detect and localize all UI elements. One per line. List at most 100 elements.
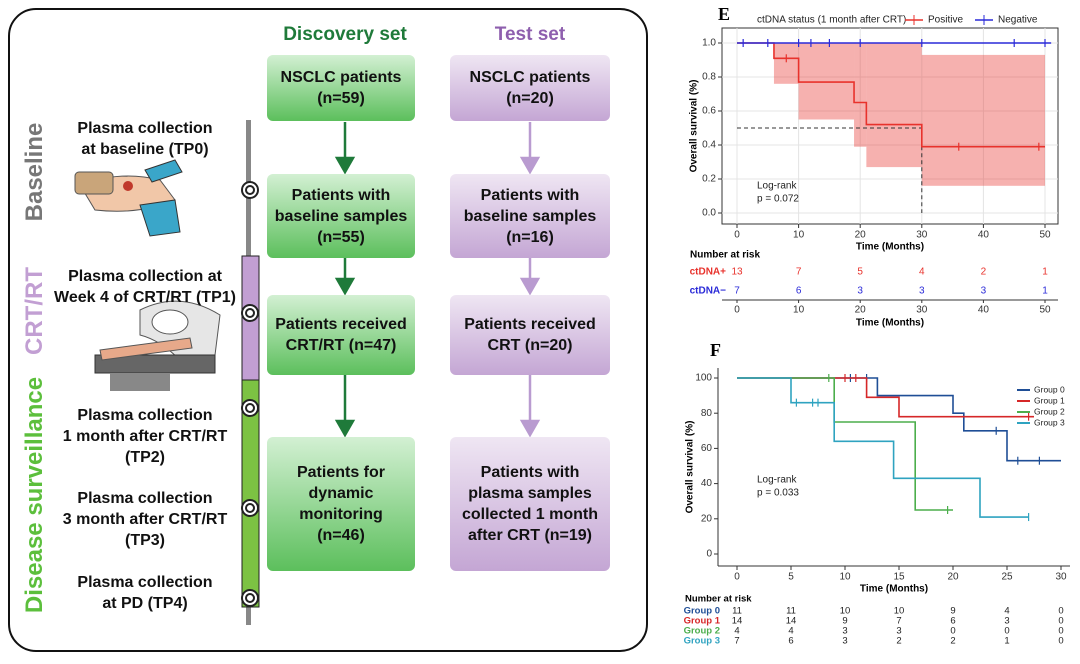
x-tick-label: 0 <box>734 572 740 583</box>
x-tick-label: 0 <box>734 230 740 241</box>
discovery-arrows <box>334 122 356 438</box>
flow-box: Patients for dynamic monitoring (n=46) <box>267 437 415 571</box>
y-tick-label: 20 <box>701 513 713 524</box>
x-tick-label: 10 <box>793 230 805 241</box>
ci-band <box>854 43 867 147</box>
x-tick-label: 50 <box>1039 230 1051 241</box>
risk-x-tick-label: 30 <box>916 305 928 316</box>
timepoint-label: Plasma collection at Week 4 of CRT/RT (T… <box>54 268 236 306</box>
y-tick-label: 0.8 <box>702 72 716 83</box>
x-axis-label: Time (Months) <box>860 584 928 595</box>
risk-value: 3 <box>857 286 863 297</box>
risk-value: 0 <box>950 626 955 637</box>
flowchart-frame <box>8 8 648 652</box>
risk-value: 6 <box>788 636 793 647</box>
risk-value: 14 <box>732 616 743 627</box>
plot-area <box>721 27 1059 225</box>
survival-curve <box>737 377 1029 518</box>
risk-title: Number at risk <box>690 250 760 261</box>
risk-row-label: Group 2 <box>684 626 720 637</box>
y-axis-label: Overall survival (%) <box>689 80 700 173</box>
blood-draw-icon <box>74 159 183 237</box>
y-tick-label: 40 <box>701 478 713 489</box>
risk-value: 5 <box>857 267 863 278</box>
timepoint-markers <box>241 181 259 607</box>
annotation: Log-rank <box>757 181 797 192</box>
risk-value: 2 <box>950 636 955 647</box>
panel-letter: F <box>710 340 721 360</box>
test-arrows <box>519 122 541 438</box>
flow-box: Patients received CRT/RT (n=47) <box>267 295 415 375</box>
risk-value: 7 <box>796 267 802 278</box>
x-tick-label: 20 <box>947 572 959 583</box>
x-tick-label: 10 <box>839 572 851 583</box>
risk-value: 3 <box>842 626 847 637</box>
ci-band <box>773 43 799 84</box>
panel-letter: E <box>718 4 730 24</box>
y-tick-label: 60 <box>701 443 713 454</box>
flow-box: Patients with plasma samples collected 1… <box>450 437 610 571</box>
risk-value: 7 <box>734 636 739 647</box>
risk-value: 1 <box>1004 636 1009 647</box>
legend-label: Group 2 <box>1034 406 1065 416</box>
risk-value: 9 <box>842 616 847 627</box>
annotation: Log-rank <box>757 475 797 486</box>
risk-x-tick-label: 20 <box>855 305 867 316</box>
risk-value: 0 <box>1058 606 1063 617</box>
x-tick-label: 30 <box>916 230 928 241</box>
survival-curve <box>737 377 953 511</box>
risk-value: 2 <box>896 636 901 647</box>
risk-value: 4 <box>1004 606 1009 617</box>
risk-value: 3 <box>919 286 925 297</box>
risk-x-tick-label: 0 <box>734 305 740 316</box>
risk-value: 3 <box>981 286 987 297</box>
y-tick-label: 0.6 <box>702 106 716 117</box>
risk-row-label: ctDNA− <box>690 286 727 297</box>
risk-value: 11 <box>786 606 796 617</box>
x-tick-label: 25 <box>1001 572 1013 583</box>
surveillance-bar <box>241 379 260 608</box>
flow-box: Patients with baseline samples (n=16) <box>450 174 610 258</box>
y-tick-label: 0.4 <box>702 140 716 151</box>
flow-box: NSCLC patients (n=59) <box>267 55 415 121</box>
survival-curve <box>737 42 1045 148</box>
flowchart-graphics <box>74 120 541 625</box>
scanner-icon <box>94 300 221 391</box>
legend-label: Positive <box>928 15 963 26</box>
risk-value: 14 <box>786 616 797 627</box>
risk-value: 11 <box>732 606 742 617</box>
legend-label: Negative <box>998 15 1038 26</box>
risk-row-label: Group 3 <box>684 636 720 647</box>
risk-value: 7 <box>734 286 740 297</box>
risk-value: 4 <box>919 267 925 278</box>
ci-band <box>798 43 855 120</box>
risk-row-label: Group 0 <box>684 606 720 617</box>
risk-value: 0 <box>1058 626 1063 637</box>
y-tick-label: 100 <box>695 373 712 384</box>
risk-row-label: ctDNA+ <box>690 267 727 278</box>
risk-value: 3 <box>896 626 901 637</box>
risk-value: 0 <box>1058 636 1063 647</box>
flow-box: Patients received CRT (n=20) <box>450 295 610 375</box>
annotation: p = 0.072 <box>757 194 799 205</box>
annotation: p = 0.033 <box>757 488 799 499</box>
y-tick-label: 0.0 <box>702 208 716 219</box>
x-tick-label: 5 <box>788 572 794 583</box>
ci-band <box>921 54 1045 186</box>
survival-curve <box>737 377 1061 462</box>
legend-label: Group 0 <box>1034 384 1065 394</box>
risk-value: 9 <box>950 606 955 617</box>
legend-title: ctDNA status (1 month after CRT) <box>757 15 906 26</box>
risk-title: Number at risk <box>685 594 752 605</box>
x-tick-label: 20 <box>855 230 867 241</box>
column-title: Test set <box>494 24 566 45</box>
risk-value: 1 <box>1042 267 1048 278</box>
y-tick-label: 80 <box>701 408 713 419</box>
risk-value: 7 <box>896 616 901 627</box>
risk-value: 4 <box>734 626 739 637</box>
legend-label: Group 1 <box>1034 395 1065 405</box>
timepoint-label: Plasma collection 3 month after CRT/RT (… <box>62 490 228 549</box>
flow-box: NSCLC patients (n=20) <box>450 55 610 121</box>
y-axis-label: Overall survival (%) <box>685 421 696 514</box>
